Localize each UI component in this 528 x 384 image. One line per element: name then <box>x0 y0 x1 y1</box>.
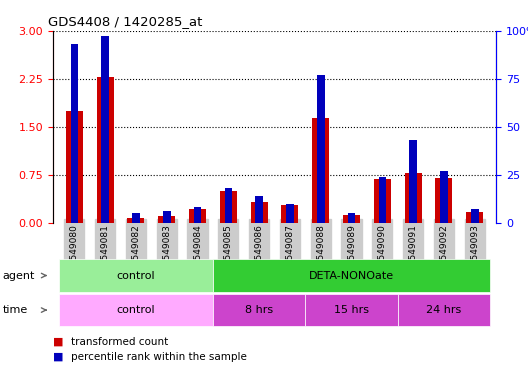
Bar <box>409 140 417 223</box>
Bar <box>317 75 325 223</box>
Bar <box>97 77 114 223</box>
Bar <box>194 207 201 223</box>
Bar <box>374 179 391 223</box>
Text: agent: agent <box>3 270 35 281</box>
Bar <box>286 204 294 223</box>
Bar <box>256 196 263 223</box>
Text: DETA-NONOate: DETA-NONOate <box>309 270 394 281</box>
Bar <box>312 118 329 223</box>
Bar <box>66 111 83 223</box>
Bar <box>189 209 206 223</box>
Bar <box>404 173 422 223</box>
Bar <box>132 213 140 223</box>
Text: ■: ■ <box>53 352 63 362</box>
Text: 24 hrs: 24 hrs <box>426 305 461 315</box>
Bar <box>224 188 232 223</box>
Text: transformed count: transformed count <box>71 337 168 347</box>
Bar <box>71 44 78 223</box>
Bar <box>440 171 448 223</box>
Bar <box>127 218 145 223</box>
Bar <box>348 213 355 223</box>
Bar <box>158 216 175 223</box>
Bar <box>379 177 386 223</box>
Text: 15 hrs: 15 hrs <box>334 305 369 315</box>
Bar <box>251 202 268 223</box>
Bar <box>343 215 360 223</box>
Bar <box>281 205 298 223</box>
Bar <box>436 178 452 223</box>
Bar <box>466 212 483 223</box>
Text: time: time <box>3 305 28 315</box>
Text: GDS4408 / 1420285_at: GDS4408 / 1420285_at <box>49 15 203 28</box>
Text: control: control <box>117 305 155 315</box>
Bar <box>163 211 171 223</box>
Text: 8 hrs: 8 hrs <box>245 305 273 315</box>
Text: percentile rank within the sample: percentile rank within the sample <box>71 352 247 362</box>
Text: ■: ■ <box>53 337 63 347</box>
Text: control: control <box>117 270 155 281</box>
Bar <box>471 209 478 223</box>
Bar <box>220 191 237 223</box>
Bar <box>101 36 109 223</box>
